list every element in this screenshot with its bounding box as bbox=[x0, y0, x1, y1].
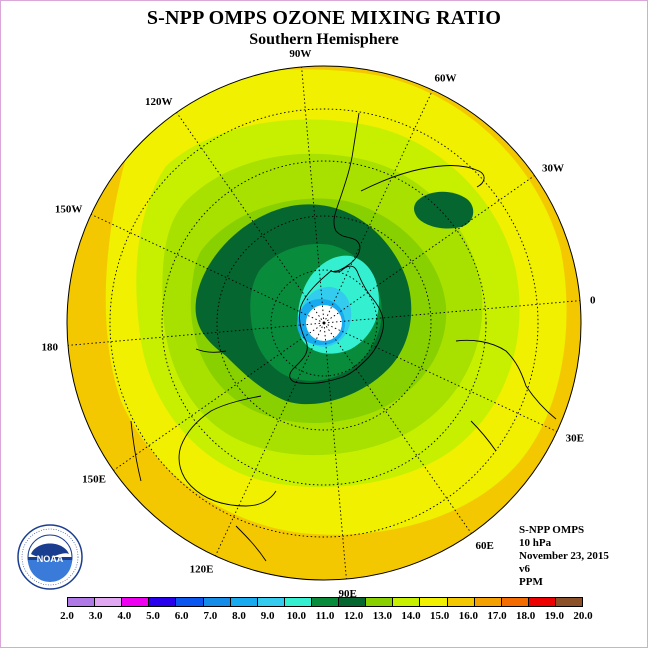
info-date: November 23, 2015 bbox=[519, 550, 609, 562]
colorbar-segment bbox=[203, 598, 231, 606]
colorbar-tick-label: 8.0 bbox=[232, 610, 246, 622]
meridian-label: 90E bbox=[338, 588, 356, 600]
meridian-label: 150W bbox=[55, 203, 83, 215]
colorbar-tick-label: 20.0 bbox=[573, 610, 593, 622]
meridian-label: 60W bbox=[435, 72, 457, 84]
colorbar-tick-label: 7.0 bbox=[203, 610, 218, 622]
meridian-line bbox=[176, 112, 325, 324]
colorbar-segment bbox=[284, 598, 312, 606]
coast-south-america-south bbox=[360, 165, 485, 192]
meridian-label: 0 bbox=[590, 294, 596, 306]
map-boundary bbox=[66, 65, 582, 581]
colorbar-tick-label: 16.0 bbox=[458, 610, 478, 622]
colorbar-segment bbox=[311, 598, 340, 606]
colorbar-tick-label: 19.0 bbox=[544, 610, 564, 622]
colorbar-segment bbox=[474, 598, 502, 606]
meridian-label: 30W bbox=[542, 163, 564, 175]
noaa-logo: NOAA bbox=[17, 524, 83, 590]
meridian-label: 120E bbox=[190, 564, 214, 576]
coast-new-zealand bbox=[195, 348, 227, 353]
colorbar-segment bbox=[230, 598, 258, 606]
colorbar-segment bbox=[95, 598, 123, 606]
colorbar-segment bbox=[528, 598, 556, 606]
colorbar-segment bbox=[420, 598, 448, 606]
ozone-contours bbox=[67, 66, 581, 580]
colorbar-segment bbox=[339, 598, 367, 606]
meridian-label: 30E bbox=[566, 433, 584, 445]
info-version: v6 bbox=[519, 563, 530, 575]
coast-africa bbox=[455, 339, 557, 420]
colorbar-tick-label: 15.0 bbox=[430, 610, 450, 622]
colorbar-segment bbox=[366, 598, 394, 606]
meridian-line bbox=[323, 322, 347, 580]
info-units: PPM bbox=[519, 576, 543, 588]
info-instrument: S-NPP OMPS bbox=[519, 524, 585, 536]
colorbar-segment bbox=[68, 598, 96, 606]
meridian-line bbox=[90, 213, 325, 324]
coast-indonesia bbox=[235, 525, 267, 562]
svg-text:NOAA: NOAA bbox=[37, 554, 64, 564]
page-subtitle: Southern Hemisphere bbox=[249, 31, 399, 48]
meridian-label: 180 bbox=[42, 342, 59, 354]
meridian-line bbox=[323, 322, 558, 433]
info-panel: S-NPP OMPS 10 hPa November 23, 2015 v6 P… bbox=[519, 524, 609, 589]
colorbar-tick-label: 14.0 bbox=[401, 610, 421, 622]
page-title: S-NPP OMPS OZONE MIXING RATIO bbox=[146, 7, 502, 29]
meridian-line bbox=[323, 300, 581, 324]
meridian-line bbox=[323, 175, 535, 324]
latitude-circle bbox=[161, 160, 487, 486]
graticule bbox=[67, 66, 581, 580]
coast-south-america-peninsula bbox=[330, 112, 361, 272]
meridian-label: 150E bbox=[82, 473, 106, 485]
coast-pacific-islands bbox=[130, 420, 142, 482]
colorbar-tick-label: 9.0 bbox=[260, 610, 275, 622]
colorbar bbox=[67, 597, 583, 607]
meridian-line bbox=[323, 322, 472, 534]
contour-11-12-small bbox=[414, 191, 474, 229]
colorbar-tick-label: 6.0 bbox=[174, 610, 189, 622]
colorbar-tick-label: 18.0 bbox=[516, 610, 536, 622]
meridian-line bbox=[301, 66, 325, 324]
coastlines bbox=[130, 112, 557, 562]
colorbar-segment bbox=[257, 598, 285, 606]
meridian-line bbox=[214, 322, 325, 557]
colorbar-tick-label: 17.0 bbox=[487, 610, 507, 622]
meridian-label: 60E bbox=[475, 540, 493, 552]
colorbar-tick-label: 10.0 bbox=[286, 610, 306, 622]
colorbar-segment bbox=[393, 598, 421, 606]
meridian-line bbox=[67, 322, 325, 346]
meridian-line bbox=[113, 322, 325, 471]
colorbar-tick-label: 5.0 bbox=[146, 610, 160, 622]
latitude-circle bbox=[109, 108, 539, 538]
colorbar-tick-label: 2.0 bbox=[60, 610, 74, 622]
coast-madagascar bbox=[470, 420, 497, 452]
coast-antarctica bbox=[289, 265, 384, 384]
meridian-labels: 90W 60W 30W 0 30E 60E 90E 120E 150E 180 150W 120W bbox=[42, 48, 596, 600]
coast-australia bbox=[178, 395, 277, 507]
colorbar-segment bbox=[176, 598, 204, 606]
colorbar-tick-labels: 2.0 3.0 4.0 5.0 6.0 7.0 8.0 9.0 10.0 11.0 12.0 13.0… bbox=[48, 610, 608, 624]
colorbar-tick-label: 13.0 bbox=[372, 610, 392, 622]
colorbar-segment bbox=[122, 598, 150, 606]
meridian-label: 90W bbox=[289, 48, 311, 60]
latitude-circle bbox=[270, 269, 378, 377]
colorbar-segment bbox=[501, 598, 529, 606]
colorbar-segment bbox=[149, 598, 177, 606]
colorbar-tick-label: 4.0 bbox=[117, 610, 132, 622]
colorbar-tick-label: 12.0 bbox=[344, 610, 364, 622]
noaa-emblem-icon: NOAA bbox=[17, 524, 83, 590]
colorbar-segment bbox=[447, 598, 475, 606]
colorbar-tick-label: 3.0 bbox=[88, 610, 103, 622]
meridian-line bbox=[323, 89, 434, 324]
latitude-circle bbox=[216, 215, 432, 431]
meridian-label: 120W bbox=[145, 96, 173, 108]
info-level: 10 hPa bbox=[519, 537, 552, 549]
colorbar-segment bbox=[555, 598, 583, 606]
colorbar-tick-label: 11.0 bbox=[315, 610, 335, 622]
